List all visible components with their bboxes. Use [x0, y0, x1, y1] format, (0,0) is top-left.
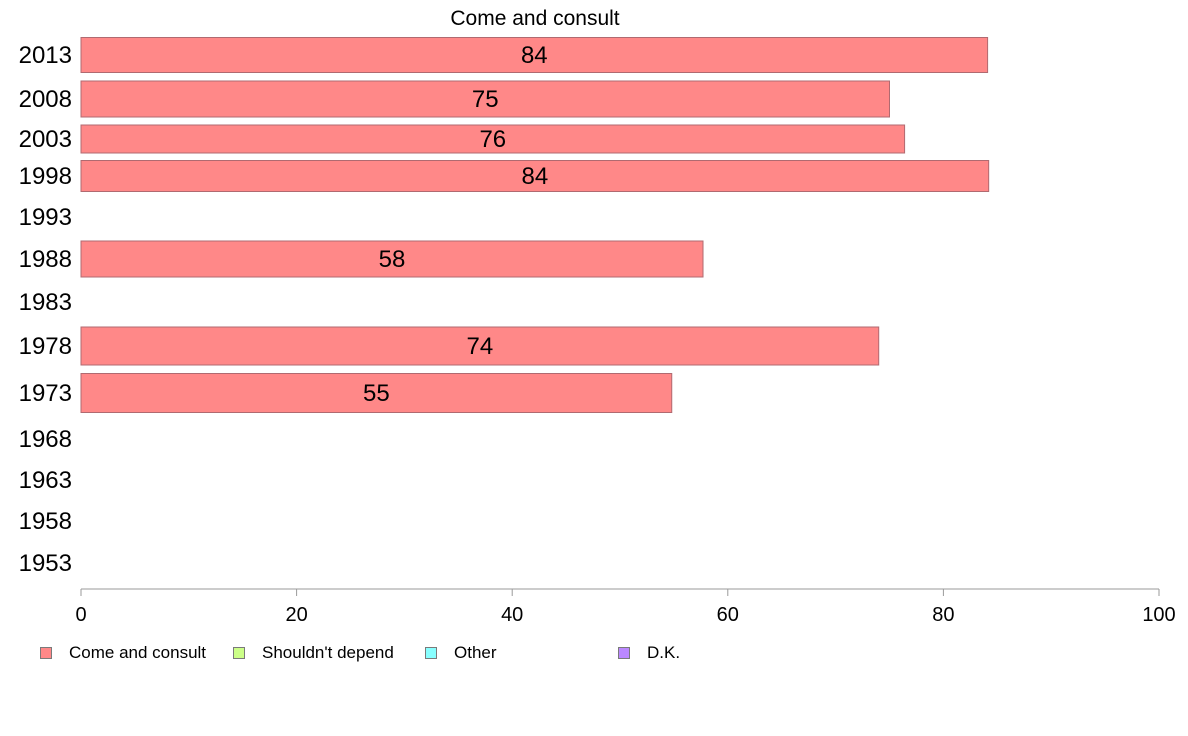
y-tick-label-1958: 1958	[19, 508, 72, 535]
legend-swatch-dk	[618, 647, 630, 659]
y-tick-label-2003: 2003	[19, 126, 72, 153]
y-tick-label-1978: 1978	[19, 333, 72, 360]
bars-layer	[80, 37, 990, 413]
legend-label: Other	[454, 643, 497, 662]
legend-item-shouldnt-depend[interactable]: Shouldn't depend	[233, 641, 394, 665]
bar-1988[interactable]	[80, 240, 704, 278]
legend-label: D.K.	[647, 643, 681, 662]
y-tick-label-1998: 1998	[19, 163, 72, 190]
legend: Come and consult Shouldn't depend Other …	[0, 641, 1188, 665]
legend-swatch-come-and-consult	[40, 647, 52, 659]
legend-item-come-and-consult[interactable]: Come and consult	[40, 641, 206, 665]
x-tick-label-80: 80	[932, 604, 954, 626]
y-axis-labels: 2013 2008 2003 1998 1993 1988 1983 1978 1973 1968…	[19, 42, 72, 577]
bar-1978[interactable]	[80, 326, 880, 366]
legend-label: Shouldn't depend	[262, 643, 394, 662]
y-tick-label-1968: 1968	[19, 426, 72, 453]
x-tick-label-20: 20	[285, 604, 307, 626]
legend-label: Come and consult	[69, 643, 207, 662]
y-tick-label-1983: 1983	[19, 289, 72, 316]
value-labels: 84 75 76 84 58 74 55	[363, 42, 548, 407]
y-tick-label-1963: 1963	[19, 467, 72, 494]
legend-item-other[interactable]: Other	[425, 641, 497, 665]
data-label-1978: 74	[467, 333, 494, 360]
bar-1998[interactable]	[80, 160, 990, 192]
y-tick-label-1988: 1988	[19, 246, 72, 273]
y-tick-label-1953: 1953	[19, 550, 72, 577]
y-tick-label-2013: 2013	[19, 42, 72, 69]
legend-swatch-shouldnt-depend	[233, 647, 245, 659]
x-tick-label-0: 0	[75, 604, 86, 626]
legend-swatch-other	[425, 647, 437, 659]
x-tick-label-40: 40	[501, 604, 523, 626]
x-tick-label-60: 60	[717, 604, 739, 626]
y-tick-label-1993: 1993	[19, 204, 72, 231]
legend-item-dk[interactable]: D.K.	[618, 641, 680, 665]
x-tick-label-100: 100	[1142, 604, 1175, 626]
bar-2013[interactable]	[80, 37, 989, 73]
chart-title: Come and consult	[450, 7, 619, 30]
data-label-2003: 76	[479, 126, 506, 153]
data-label-1973: 55	[363, 380, 390, 407]
y-tick-label-2008: 2008	[19, 86, 72, 113]
data-label-1988: 58	[379, 246, 406, 273]
bar-2008[interactable]	[80, 80, 890, 118]
data-label-2013: 84	[521, 42, 548, 69]
bar-1973[interactable]	[80, 373, 673, 413]
data-label-1998: 84	[521, 163, 548, 190]
y-tick-label-1973: 1973	[19, 380, 72, 407]
x-axis: 0 20 40 60 80 100	[75, 588, 1176, 626]
data-label-2008: 75	[472, 86, 499, 113]
bar-2003[interactable]	[80, 124, 906, 154]
